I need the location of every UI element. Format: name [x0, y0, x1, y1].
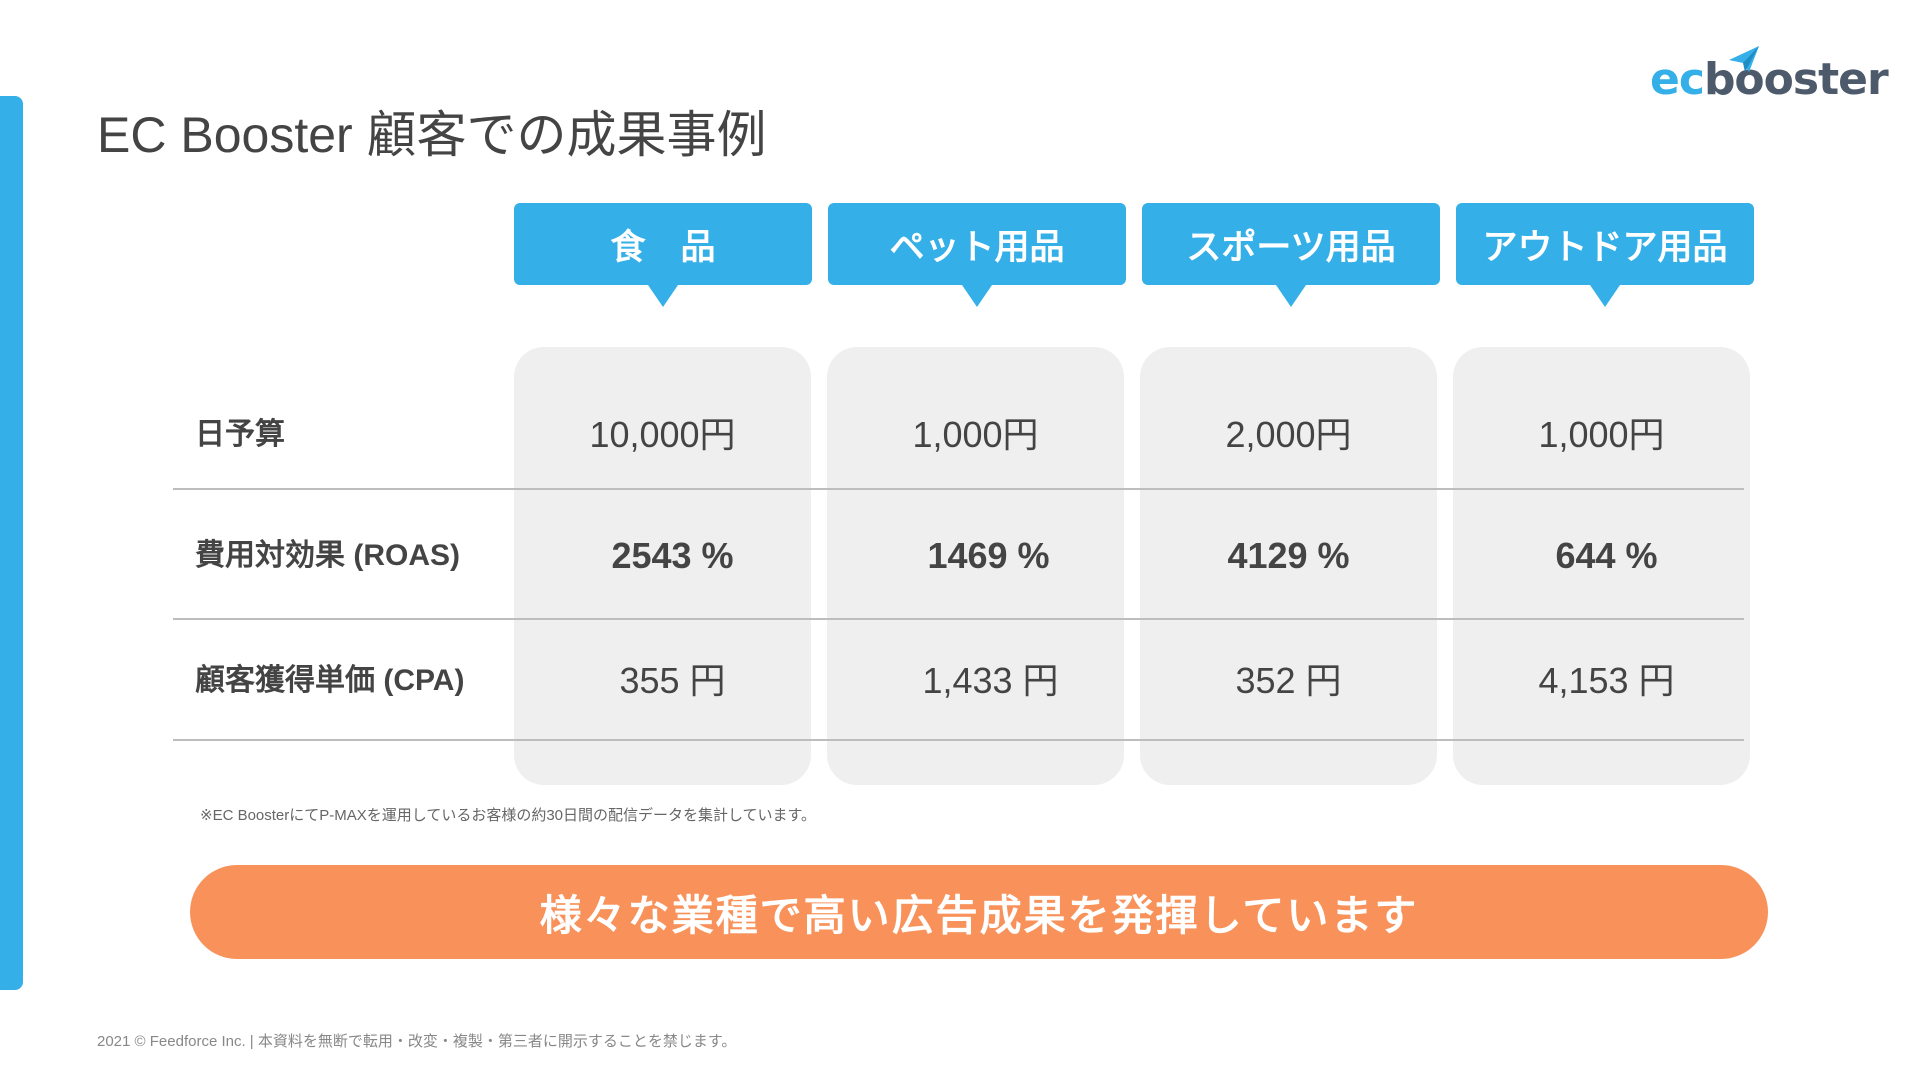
- table-cell: 2543 %: [611, 535, 734, 576]
- copyright-footer: 2021 © Feedforce Inc. | 本資料を無断で転用・改変・複製・…: [97, 1033, 737, 1050]
- row-divider: [173, 618, 1744, 620]
- column-background-outdoor: [1453, 347, 1750, 785]
- table-cell: 10,000円: [589, 414, 736, 455]
- row-divider: [173, 488, 1744, 490]
- row-divider: [173, 739, 1744, 741]
- table-cell: 644 %: [1555, 535, 1658, 576]
- logo-booster-text: booster: [1703, 54, 1889, 105]
- column-background-pet: [827, 347, 1124, 785]
- table-cell: 2,000円: [1225, 414, 1352, 455]
- row-label-roas: 費用対効果 (ROAS): [195, 539, 460, 572]
- row-label-daily-budget: 日予算: [195, 418, 285, 451]
- column-background-food: [514, 347, 811, 785]
- table-cell: 355 円: [619, 660, 726, 701]
- accent-bar: [0, 96, 23, 990]
- paper-plane-icon: [1729, 46, 1759, 72]
- footnote: ※EC BoosterにてP-MAXを運用しているお客様の約30日間の配信データ…: [200, 807, 817, 824]
- table-cell: 352 円: [1235, 660, 1342, 701]
- category-label-outdoor: アウトドア用品: [1456, 203, 1754, 307]
- table-cell: 1,000円: [912, 414, 1039, 455]
- row-label-cpa: 顧客獲得単価 (CPA): [195, 664, 465, 697]
- category-label-pet: ペット用品: [828, 203, 1126, 307]
- ecbooster-logo: ecbooster: [1650, 46, 1889, 105]
- page-title: EC Booster 顧客での成果事例: [97, 107, 767, 163]
- table-cell: 1469 %: [927, 535, 1050, 576]
- summary-banner: 様々な業種で高い広告成果を発揮しています: [190, 865, 1768, 959]
- logo-ec-text: ec: [1650, 54, 1705, 105]
- category-label-food: 食 品: [514, 203, 812, 307]
- table-cell: 4,153 円: [1538, 660, 1675, 701]
- table-cell: 4129 %: [1227, 535, 1350, 576]
- column-background-sports: [1140, 347, 1437, 785]
- table-cell: 1,433 円: [922, 660, 1059, 701]
- category-label-sports: スポーツ用品: [1142, 203, 1440, 307]
- table-cell: 1,000円: [1538, 414, 1665, 455]
